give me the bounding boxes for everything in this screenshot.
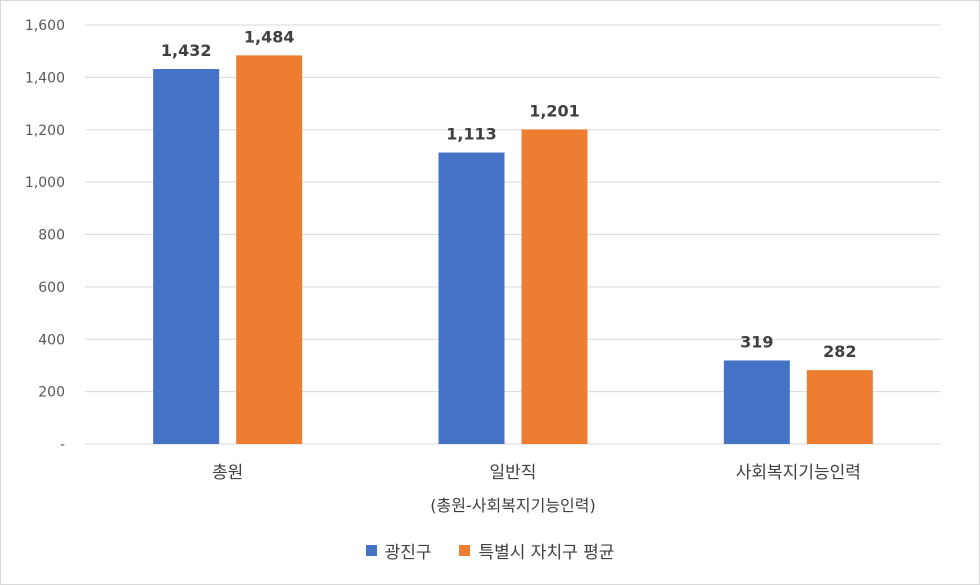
legend-label: 특별시 자치구 평균: [478, 543, 615, 563]
y-tick-label: -: [60, 437, 65, 453]
bar: [236, 55, 303, 444]
x-tick-sublabel: (총원-사회복지기능인력): [430, 496, 595, 515]
bar: [806, 370, 873, 444]
data-label: 319: [740, 332, 773, 351]
y-tick-label: 1,200: [25, 123, 65, 139]
legend-item-series-2: 특별시 자치구 평균: [459, 538, 614, 563]
y-tick-label: 800: [38, 228, 65, 244]
data-label: 1,432: [161, 41, 212, 60]
x-tick-label: 사회복지기능인력: [736, 463, 861, 483]
chart-legend: 광진구 특별시 자치구 평균: [0, 538, 980, 563]
legend-label: 광진구: [384, 543, 432, 563]
legend-swatch: [365, 545, 377, 556]
y-tick-label: 1,600: [25, 18, 65, 34]
legend-item-series-1: 광진구: [365, 538, 432, 563]
y-tick-label: 1,400: [25, 70, 65, 86]
y-tick-label: 600: [38, 280, 65, 296]
data-label: 1,484: [244, 27, 295, 46]
y-tick-label: 200: [38, 385, 65, 401]
bar: [521, 129, 588, 444]
bar: [723, 360, 790, 444]
x-tick-label: 총원: [212, 463, 243, 483]
y-tick-label: 400: [38, 332, 65, 348]
bar-chart: - 200 400 600 800 1,000 1,200 1,400 1,600 1,432 1,…: [25, 18, 941, 515]
bar: [438, 152, 505, 444]
legend-swatch: [459, 545, 471, 556]
bar: [153, 68, 220, 445]
x-tick-label: 일반직: [490, 463, 537, 483]
data-label: 1,113: [446, 125, 497, 144]
data-label: 282: [823, 342, 856, 361]
data-label: 1,201: [529, 101, 580, 120]
y-tick-label: 1,000: [25, 175, 65, 191]
